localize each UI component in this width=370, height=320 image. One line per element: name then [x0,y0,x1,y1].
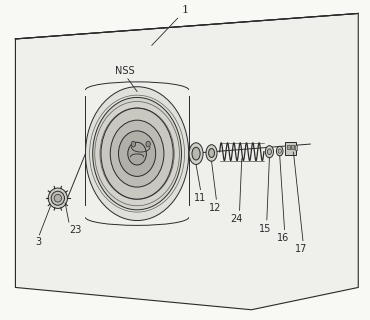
Text: 11: 11 [194,194,206,204]
Ellipse shape [278,149,282,153]
Text: 3: 3 [36,237,42,247]
Ellipse shape [118,131,156,176]
Ellipse shape [146,141,150,147]
Ellipse shape [85,87,189,220]
Ellipse shape [276,146,283,156]
Bar [291,145,294,149]
Ellipse shape [110,120,164,187]
Ellipse shape [192,147,200,160]
Bar [286,142,296,156]
Bar [295,145,297,150]
Text: 24: 24 [231,214,243,224]
Ellipse shape [48,188,67,208]
Ellipse shape [265,146,273,158]
Ellipse shape [131,141,136,147]
Text: 23: 23 [69,225,81,235]
Ellipse shape [268,149,272,155]
Ellipse shape [206,145,217,161]
Text: NSS: NSS [115,66,135,76]
Text: 15: 15 [259,224,272,234]
Polygon shape [16,13,358,310]
Text: 16: 16 [276,233,289,243]
Ellipse shape [101,108,173,199]
Bar [287,145,290,149]
Ellipse shape [189,143,203,164]
Text: 12: 12 [209,203,221,213]
Ellipse shape [51,191,64,205]
Ellipse shape [209,148,215,157]
Text: 17: 17 [295,244,307,254]
Text: 1: 1 [181,5,189,15]
Ellipse shape [54,195,61,202]
Ellipse shape [128,142,147,165]
Ellipse shape [93,97,181,210]
